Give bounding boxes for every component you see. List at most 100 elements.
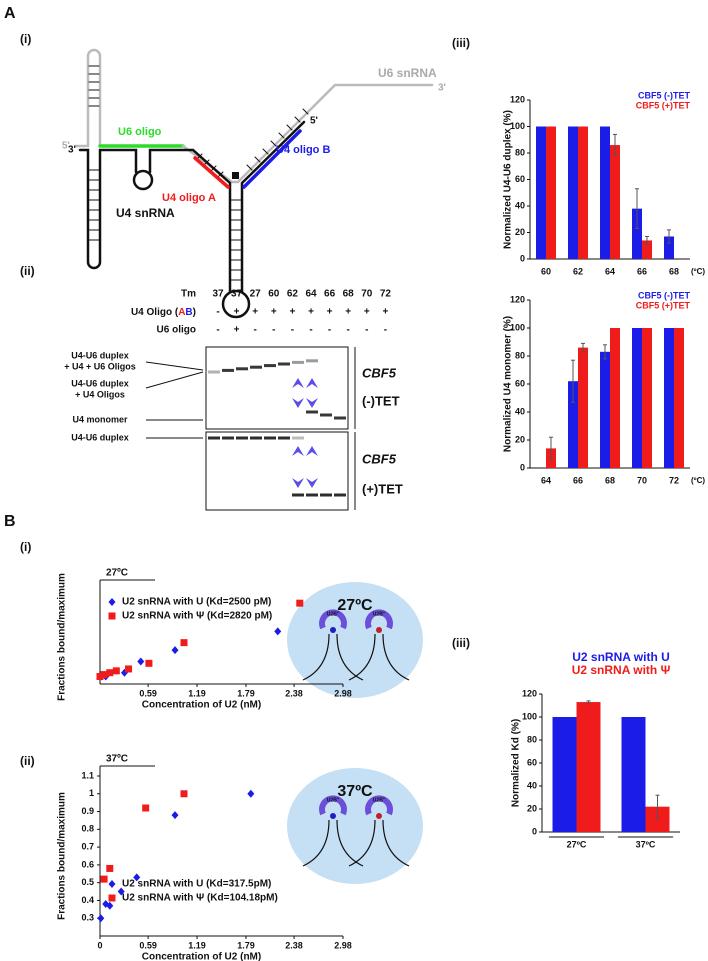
blue-arrowhead [292, 398, 304, 408]
x-axis-label: Concentration of U2 (nM) [142, 952, 261, 961]
point [100, 875, 108, 883]
point [125, 665, 133, 673]
gel-band [208, 370, 220, 374]
lane-sign: + [271, 307, 277, 318]
gel-band [250, 365, 262, 369]
gel-band [264, 364, 276, 368]
point [247, 789, 255, 798]
strain-label: CBF5 [362, 365, 397, 380]
protein [365, 795, 393, 816]
legend-entry: U2 snRNA with Ψ [572, 663, 671, 677]
tm-value: 60 [268, 289, 280, 300]
gel-band [222, 436, 234, 440]
y-axis-label: Normalized U4-U6 duplex (%) [503, 110, 514, 249]
legend-entry: U2 snRNA with Ψ (Kd=104.18pM) [122, 893, 278, 904]
legend-entry: CBF5 (-)TET [638, 290, 690, 300]
lane-sign: + [308, 307, 314, 318]
diagram-label: U6 snRNA [378, 66, 437, 80]
bar [610, 328, 620, 468]
gel-band [306, 359, 318, 363]
protein [319, 609, 347, 630]
point [100, 671, 108, 679]
rna-diagram [74, 48, 434, 319]
protein-label: U2B'' [373, 797, 385, 803]
x-tick-label: 0 [97, 940, 102, 950]
point [171, 646, 179, 655]
u6-hairpin [74, 48, 102, 148]
legend-entry: CBF5 (-)TET [638, 90, 690, 100]
panel-label: (iii) [452, 636, 470, 650]
diagram-label: U4 snRNA [116, 206, 175, 220]
x-tick-label: 60 [541, 266, 551, 276]
nucleotide [330, 627, 336, 633]
bar [600, 351, 610, 468]
point [180, 790, 188, 798]
condition-label: (+)TET [362, 481, 403, 496]
rna-strand [348, 819, 410, 867]
lane-sign: - [328, 325, 331, 336]
gel-band [236, 367, 248, 371]
lane-sign: - [309, 325, 312, 336]
legend-marker [108, 612, 116, 620]
gel-band [236, 436, 248, 440]
y-tick-label: 40 [515, 406, 525, 416]
legend-entry: U2 snRNA with Ψ (Kd=2820 pM) [122, 611, 272, 622]
gel-band [292, 436, 304, 440]
gel-box [205, 346, 349, 430]
legend-entry: CBF5 (+)TET [636, 300, 691, 310]
protein-label: U2B'' [373, 611, 385, 617]
blue-arrowhead [306, 378, 318, 388]
bar [576, 702, 601, 832]
point [180, 639, 188, 647]
x-tick-label: 64 [541, 475, 551, 485]
panel-label: (i) [20, 540, 31, 554]
point [106, 901, 114, 910]
point [106, 669, 114, 677]
y-tick-label: 1.1 [81, 770, 94, 780]
label-part: U4 Oligo ( [131, 307, 179, 318]
junction [232, 172, 239, 179]
protein [365, 609, 393, 630]
bar [632, 328, 642, 468]
point [133, 873, 141, 882]
x-tick-label: 0.59 [139, 688, 157, 698]
y-tick-label: 0.9 [81, 806, 94, 816]
y-tick-label: 20 [515, 434, 525, 444]
bar [568, 126, 578, 259]
point [145, 659, 153, 667]
y-axis-label: Normalized U4 monomer (%) [503, 316, 514, 452]
diagram-label: 5' [62, 141, 70, 152]
tm-value: 72 [380, 289, 392, 300]
rna-strand [302, 633, 364, 681]
y-tick-label: 20 [515, 227, 525, 237]
point [106, 864, 114, 872]
tm-value: 68 [343, 289, 355, 300]
lane-sign: + [252, 307, 258, 318]
bar [642, 328, 652, 468]
legend-entry: U2 snRNA with U (Kd=2500 pM) [122, 597, 271, 608]
gel-row-label: Tm [181, 289, 196, 300]
tm-value: 70 [361, 289, 373, 300]
label-part: B [185, 307, 192, 318]
band-label: U4-U6 duplex [71, 378, 129, 388]
inset-label: 27ºC [337, 597, 373, 614]
gel-band [334, 416, 346, 420]
u4-oligo-a-line [193, 156, 230, 189]
point [137, 657, 145, 666]
y-axis-label: Normalized Kd (%) [511, 719, 522, 807]
lane-sign: - [347, 325, 350, 336]
x-tick-label: 37ºC [636, 839, 656, 849]
gel-band [278, 436, 290, 440]
bar [642, 240, 652, 259]
panel-label: (i) [20, 32, 31, 46]
diagram-label: U4 oligo A [162, 192, 216, 204]
arrow [145, 361, 204, 371]
point [96, 672, 104, 680]
lane-sign: + [382, 307, 388, 318]
y-tick-label: 100 [510, 121, 525, 131]
inset-background [287, 768, 423, 884]
chart-title: 37ºC [106, 754, 128, 765]
y-axis-label: Fractions bound/maximum [57, 573, 68, 701]
tm-value: 37 [231, 289, 243, 300]
